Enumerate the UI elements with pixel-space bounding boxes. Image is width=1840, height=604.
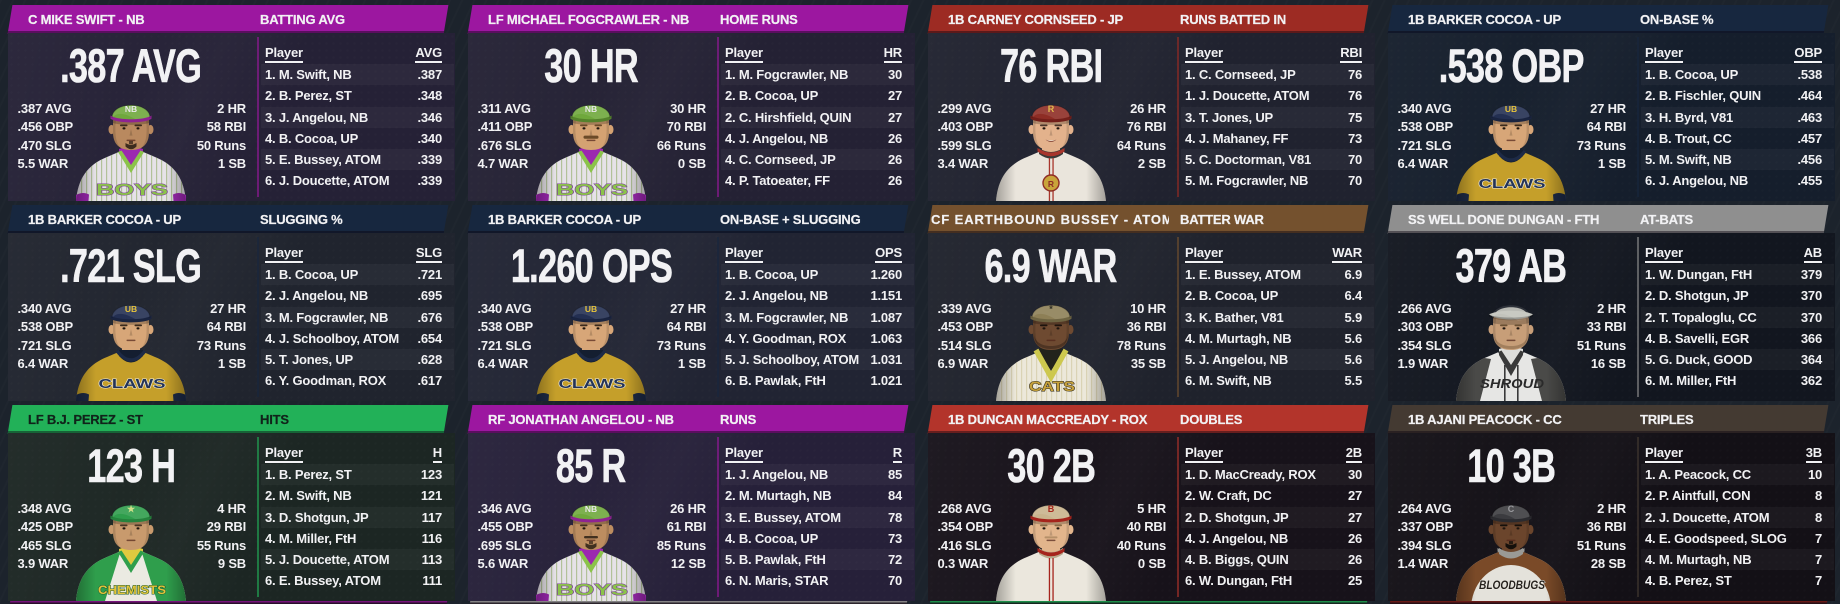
svg-text:UB: UB: [125, 304, 137, 314]
svg-text:NB: NB: [125, 104, 137, 114]
svg-text:R: R: [1048, 104, 1055, 114]
svg-text:C: C: [1508, 504, 1515, 514]
svg-text:B: B: [1048, 504, 1055, 514]
svg-text:R: R: [1048, 179, 1054, 189]
svg-text:CLAWS: CLAWS: [1479, 176, 1546, 191]
svg-text:NB: NB: [585, 104, 597, 114]
svg-text:BOYS: BOYS: [96, 182, 169, 199]
svg-text:★: ★: [127, 504, 136, 514]
svg-text:BOYS: BOYS: [556, 582, 629, 599]
svg-text:CLAWS: CLAWS: [559, 376, 626, 391]
svg-text:BOYS: BOYS: [556, 182, 629, 199]
svg-text:CLAWS: CLAWS: [99, 376, 166, 391]
svg-text:NB: NB: [585, 504, 597, 514]
svg-text:SHROUD: SHROUD: [1480, 376, 1545, 391]
svg-text:UB: UB: [1505, 104, 1517, 114]
svg-text:BLOODBUGS: BLOODBUGS: [1479, 580, 1545, 592]
svg-text:UB: UB: [585, 304, 597, 314]
svg-text:*: *: [1049, 304, 1053, 314]
svg-text:CHEMISTS: CHEMISTS: [98, 583, 166, 597]
svg-text:CATS: CATS: [1029, 378, 1075, 394]
